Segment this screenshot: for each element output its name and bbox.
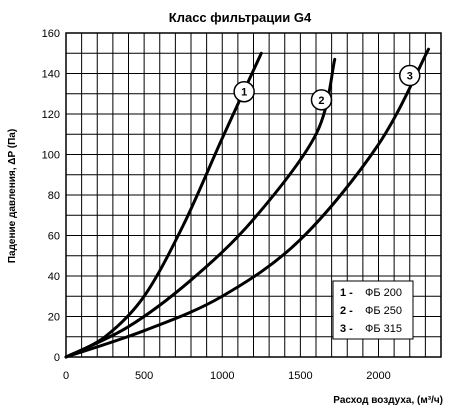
x-axis-label: Расход воздуха, (м³/ч)	[333, 395, 443, 406]
series-line-2	[64, 57, 337, 359]
series-line-1	[64, 51, 263, 359]
x-tick-label: 1500	[288, 370, 312, 382]
legend-box	[332, 280, 414, 340]
y-tick-label: 0	[54, 352, 60, 364]
series-marker-circle	[233, 80, 255, 103]
tick-labels: 0 20 40 60 80 100 120 140 160 0 500 1000 1500 2000	[42, 28, 391, 382]
series-marker-label: 1	[241, 87, 247, 99]
legend-entry-number: 2 -	[340, 305, 353, 317]
series-group	[64, 47, 430, 359]
legend-entry-label: ФБ 250	[365, 305, 402, 317]
series-marker-circle	[310, 89, 333, 111]
axes	[65, 32, 442, 358]
legend-entry-number: 3 -	[340, 323, 353, 335]
plot-frame	[65, 32, 442, 358]
series-line-3	[64, 47, 430, 359]
y-tick-label: 140	[42, 69, 60, 81]
legend-entry-number: 1 -	[340, 287, 353, 299]
legend: 1 - ФБ 200 2 - ФБ 250 3 - ФБ 315	[332, 280, 414, 340]
x-tick-label: 2000	[366, 370, 390, 382]
series-marker-circle	[399, 64, 421, 87]
chart-title: Класс фильтрации G4	[169, 10, 312, 25]
y-axis-label: Падение давления, ΔP (Па)	[7, 129, 18, 263]
y-tick-label: 40	[48, 271, 60, 283]
x-tick-label: 0	[63, 370, 69, 382]
y-tick-label: 80	[48, 190, 60, 202]
series-marker-label: 2	[318, 95, 324, 107]
x-tick-label: 1000	[210, 370, 234, 382]
x-tick-label: 500	[135, 370, 153, 382]
series-marker-label: 3	[407, 71, 413, 83]
y-tick-label: 20	[48, 312, 60, 324]
y-tick-label: 100	[42, 150, 60, 162]
series-markers: 1 2 3	[233, 64, 421, 111]
y-tick-label: 60	[48, 231, 60, 243]
y-tick-label: 160	[42, 28, 60, 40]
legend-entry-label: ФБ 200	[365, 287, 402, 299]
y-tick-label: 120	[42, 109, 60, 121]
legend-entry-label: ФБ 315	[365, 323, 402, 335]
